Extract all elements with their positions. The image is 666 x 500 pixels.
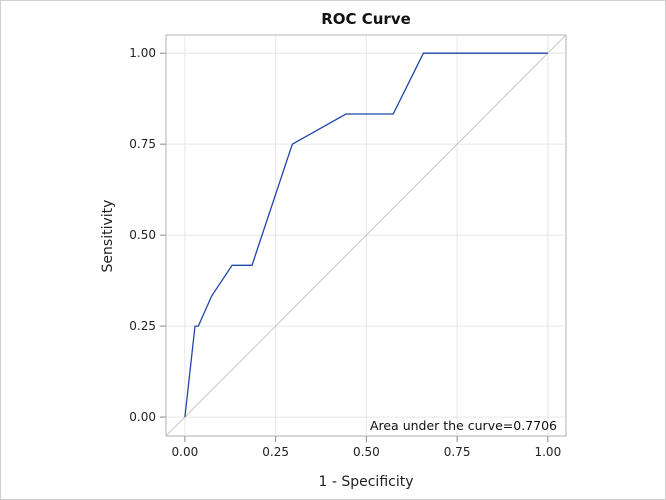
x-tick-label: 0.00 bbox=[172, 445, 199, 459]
x-axis-label: 1 - Specificity bbox=[318, 474, 413, 490]
y-tick-label: 0.50 bbox=[129, 228, 156, 242]
y-tick-label: 0.25 bbox=[129, 319, 156, 333]
y-axis-label: Sensitivity bbox=[100, 200, 116, 273]
y-tick-label: 1.00 bbox=[129, 46, 156, 60]
x-tick-label: 1.00 bbox=[534, 445, 561, 459]
x-tick-label: 0.75 bbox=[444, 445, 471, 459]
x-tick-label: 0.50 bbox=[353, 445, 380, 459]
auc-annotation: Area under the curve=0.7706 bbox=[370, 418, 557, 433]
x-tick-label: 0.25 bbox=[262, 445, 289, 459]
y-tick-label: 0.00 bbox=[129, 410, 156, 424]
chart-title: ROC Curve bbox=[321, 10, 411, 28]
reference-diagonal bbox=[165, 34, 567, 437]
y-tick-label: 0.75 bbox=[129, 137, 156, 151]
